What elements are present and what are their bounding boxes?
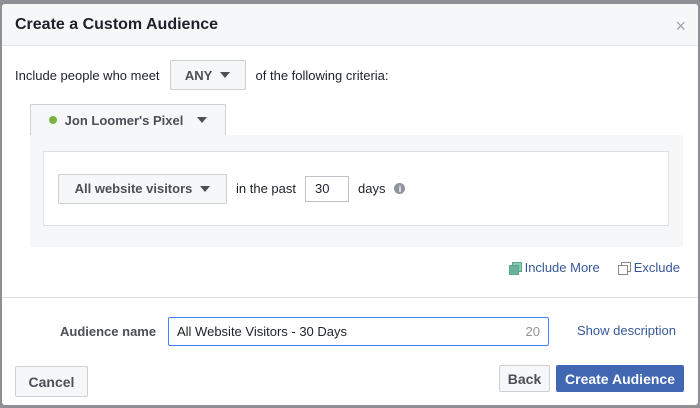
in-past-label: in the past [236,181,296,196]
divider [2,297,698,298]
pixel-name: Jon Loomer's Pixel [64,112,184,128]
include-icon [508,261,522,275]
status-dot-icon [48,116,57,124]
close-icon[interactable]: × [675,16,686,36]
match-dropdown[interactable]: ANY [169,60,246,90]
caret-down-icon [200,185,211,192]
create-custom-audience-dialog: Create a Custom Audience × Include peopl… [2,4,698,405]
rule-row: All website visitors in the past 30 days… [43,151,669,226]
audience-name-label: Audience name [60,324,157,339]
criteria-row: Include people who meet ANY of the follo… [15,60,389,90]
include-more-link[interactable]: Include More [508,260,600,275]
dialog-header: Create a Custom Audience [2,4,698,46]
char-counter: 20 [525,324,540,339]
rule-container: All website visitors in the past 30 days… [30,135,683,247]
match-value: ANY [184,67,213,83]
info-icon[interactable]: i [394,183,406,194]
criteria-prefix: Include people who meet [15,67,160,83]
rule-actions: Include More Exclude [508,260,680,275]
days-input[interactable]: 30 [305,175,349,202]
exclude-icon [617,261,631,275]
event-value: All website visitors [74,181,193,196]
caret-down-icon [220,72,231,78]
audience-name-value: All Website Visitors - 30 Days [177,324,348,339]
pixel-dropdown[interactable]: Jon Loomer's Pixel [30,104,226,136]
caret-down-icon [197,117,208,123]
cancel-button[interactable]: Cancel [15,366,88,397]
create-audience-button[interactable]: Create Audience [556,365,684,392]
audience-name-input[interactable]: All Website Visitors - 30 Days 20 [168,317,549,346]
exclude-label: Exclude [633,260,680,275]
event-dropdown[interactable]: All website visitors [58,173,227,204]
audience-name-row: Audience name All Website Visitors - 30 … [2,317,698,347]
back-button[interactable]: Back [499,365,550,392]
criteria-suffix: of the following criteria: [255,67,389,83]
days-label: days [358,181,386,196]
show-description-link[interactable]: Show description [577,323,676,338]
exclude-link[interactable]: Exclude [617,260,680,275]
include-more-label: Include More [524,260,600,275]
dialog-title: Create a Custom Audience [15,15,219,33]
